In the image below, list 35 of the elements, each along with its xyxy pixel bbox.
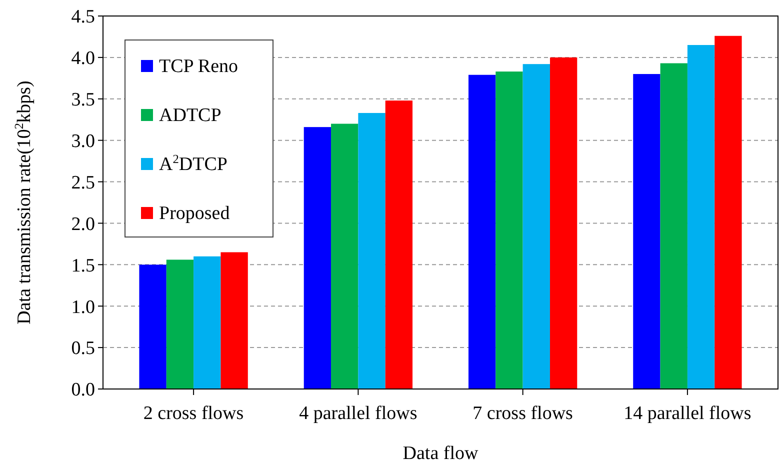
x-tick-label: 2 cross flows (143, 403, 244, 424)
bar (304, 127, 332, 389)
bar (468, 74, 496, 389)
bar (687, 45, 715, 389)
y-tick-label: 1.0 (71, 296, 95, 318)
y-tick-label: 4.0 (71, 48, 95, 70)
bar (358, 112, 386, 389)
bar (633, 74, 660, 389)
x-tick-label: 14 parallel flows (624, 403, 752, 424)
y-tick-label: 3.0 (71, 130, 95, 152)
x-tick-label: 4 parallel flows (299, 403, 418, 424)
y-tick-label: 1.5 (71, 255, 95, 276)
bar (166, 260, 194, 389)
legend-label: TCP Reno (159, 56, 238, 77)
bar (550, 57, 578, 389)
bar (385, 100, 413, 389)
legend-label: Proposed (159, 203, 230, 224)
y-tick-label: 0.5 (71, 338, 95, 360)
bar (496, 72, 523, 389)
y-tick-label: 3.5 (71, 90, 95, 111)
bar (522, 64, 550, 389)
bar (139, 264, 166, 389)
bar (220, 252, 248, 389)
bar (660, 63, 688, 389)
bar (714, 36, 742, 389)
legend-label: A$^{2}$DTCP (159, 152, 228, 175)
y-tick-label: 4.5 (71, 6, 95, 28)
bar (194, 256, 221, 389)
x-axis-title: Data flow (402, 443, 478, 464)
legend-label: ADTCP (159, 105, 222, 126)
y-tick-label: 0.0 (71, 380, 95, 401)
x-tick-label: 7 cross flows (472, 403, 573, 424)
y-tick-label: 2.0 (71, 214, 95, 235)
bar (331, 124, 358, 389)
y-tick-label: 2.5 (71, 172, 95, 194)
